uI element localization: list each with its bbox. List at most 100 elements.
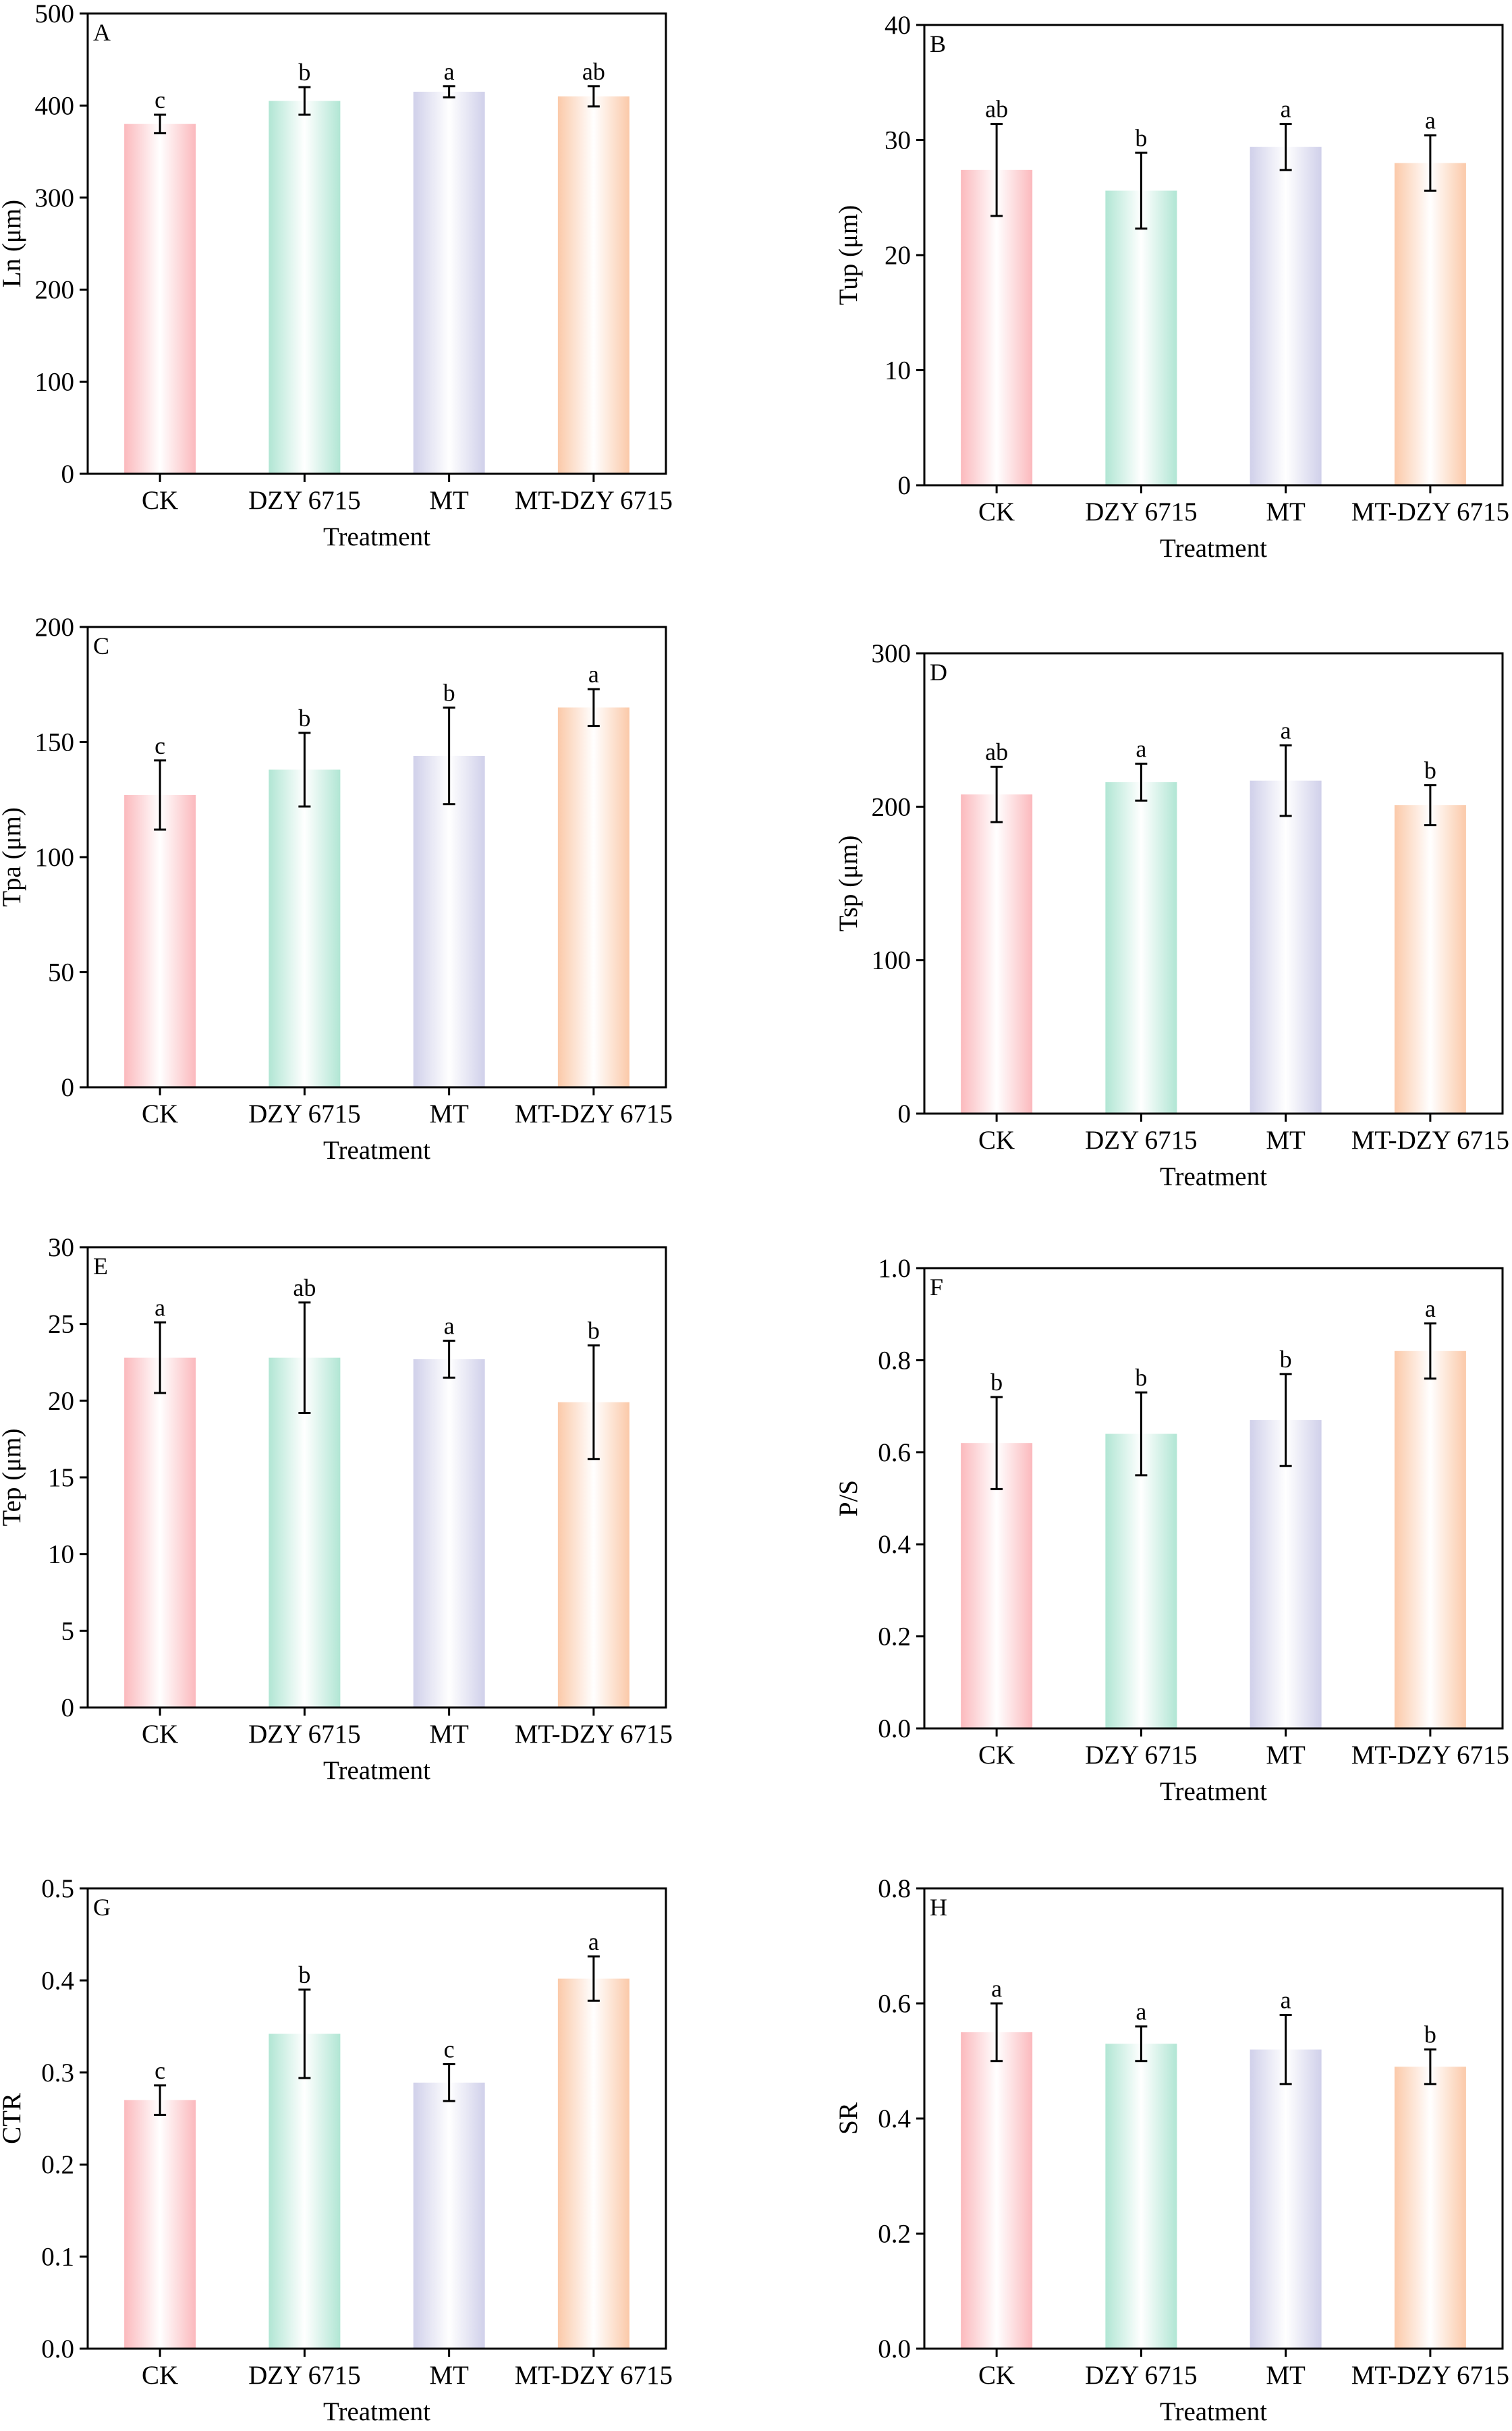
error-bar-e-ck <box>154 1321 167 1394</box>
x-tick-label-ck: CK <box>978 1126 1015 1155</box>
y-tick-label: 150 <box>35 728 75 757</box>
x-tick-label-ck: CK <box>142 1720 178 1749</box>
x-tick-label-ck: CK <box>142 486 178 515</box>
chart-panel-c: c b b a 0 50 100 150 200 CK DZY 6715 MT MT-DZY 6715 T… <box>0 613 673 1165</box>
error-bar-f-ck <box>990 1396 1003 1490</box>
y-axis-title-h: SR <box>834 2102 863 2135</box>
error-bar-h-mt <box>1279 2014 1292 2085</box>
x-tick-label-mt: MT <box>1266 497 1306 526</box>
x-tick-label-dzy-6715: DZY 6715 <box>1085 1126 1197 1155</box>
error-bar-f-mt <box>1279 1373 1292 1467</box>
sig-letter-e-ck: a <box>155 1294 165 1321</box>
error-bar-a-mt <box>443 85 455 99</box>
y-tick-label: 300 <box>35 184 75 213</box>
x-axis-title-f: Treatment <box>1160 1777 1267 1806</box>
panel-letter-g: G <box>93 1894 111 1921</box>
sig-letter-e-mt: a <box>444 1313 455 1340</box>
sig-letter-g-mt-dzy-6715: a <box>588 1928 599 1955</box>
error-bar-g-dzy-6715 <box>298 1988 311 2079</box>
bar-g-mt-dzy-6715 <box>557 1978 629 2349</box>
bar-f-dzy-6715 <box>1105 1433 1177 1728</box>
panel-letter-e: E <box>93 1253 108 1280</box>
error-bar-b-ck <box>990 123 1003 217</box>
error-bar-c-mt <box>443 706 455 806</box>
bar-h-dzy-6715 <box>1105 2044 1177 2349</box>
y-tick-label: 10 <box>885 356 911 385</box>
x-tick-label-ck: CK <box>142 2361 178 2390</box>
sig-letter-e-mt-dzy-6715: b <box>588 1317 600 1344</box>
error-bar-h-ck <box>990 2002 1003 2063</box>
y-tick-label: 200 <box>35 613 75 642</box>
bar-e-mt <box>413 1359 485 1708</box>
error-bar-c-mt-dzy-6715 <box>587 688 600 728</box>
chart-panel-b: ab b a a 0 10 20 30 40 CK DZY 6715 MT MT-DZY 6715 Tre… <box>834 11 1509 563</box>
sig-letter-d-mt-dzy-6715: b <box>1424 757 1436 784</box>
bar-f-mt-dzy-6715 <box>1394 1350 1466 1728</box>
x-tick-label-mt-dzy-6715: MT-DZY 6715 <box>515 1720 673 1749</box>
sig-letter-b-mt-dzy-6715: a <box>1425 107 1436 134</box>
sig-letter-g-mt: c <box>444 2036 455 2063</box>
sig-letter-e-dzy-6715: ab <box>293 1274 316 1301</box>
chart-panel-f: b b b a 0.0 0.2 0.4 0.6 0.8 1.0 CK DZY 6715 MT MT-DZY… <box>834 1254 1509 1806</box>
bar-h-mt <box>1250 2049 1322 2349</box>
bar-f-mt <box>1250 1420 1322 1728</box>
y-tick-label: 200 <box>35 275 75 304</box>
x-tick-label-mt: MT <box>1266 1126 1306 1155</box>
x-tick-label-mt: MT <box>1266 2361 1306 2390</box>
x-tick-label-dzy-6715: DZY 6715 <box>1085 1741 1197 1770</box>
x-tick-label-ck: CK <box>142 1099 178 1128</box>
sig-letter-c-mt-dzy-6715: a <box>588 661 599 688</box>
plot-frame-g <box>86 1887 667 2350</box>
y-tick-label: 0 <box>898 471 912 500</box>
panel-letter-b: B <box>930 30 946 57</box>
panel-letter-c: C <box>93 632 109 659</box>
x-tick-label-dzy-6715: DZY 6715 <box>248 1720 360 1749</box>
y-tick-label: 0.2 <box>878 1622 911 1651</box>
x-tick-label-dzy-6715: DZY 6715 <box>1085 497 1197 526</box>
x-tick-label-mt-dzy-6715: MT-DZY 6715 <box>1351 497 1509 526</box>
y-tick-label: 0 <box>61 460 75 489</box>
sig-letter-g-dzy-6715: b <box>298 1961 310 1988</box>
bar-c-dzy-6715 <box>269 769 341 1087</box>
y-tick-label: 100 <box>35 368 75 397</box>
sig-letter-c-mt: b <box>443 679 455 706</box>
sig-letter-b-dzy-6715: b <box>1135 124 1147 151</box>
x-tick-label-ck: CK <box>978 2361 1015 2390</box>
x-tick-label-mt: MT <box>429 1720 469 1749</box>
bar-e-ck <box>124 1357 196 1708</box>
sig-letter-f-mt-dzy-6715: a <box>1425 1295 1436 1322</box>
bar-d-mt-dzy-6715 <box>1394 805 1466 1114</box>
panel-letter-h: H <box>930 1894 947 1921</box>
x-tick-label-mt-dzy-6715: MT-DZY 6715 <box>1351 2361 1509 2390</box>
y-tick-label: 0.6 <box>878 1990 911 2019</box>
bar-d-ck <box>961 794 1033 1114</box>
plot-frame-f <box>923 1267 1504 1730</box>
bar-h-ck <box>961 2032 1033 2349</box>
error-bar-e-mt <box>443 1340 455 1379</box>
error-bar-e-dzy-6715 <box>298 1301 311 1415</box>
error-bar-b-mt <box>1279 123 1292 171</box>
y-tick-label: 0 <box>898 1099 912 1128</box>
error-bar-a-mt-dzy-6715 <box>587 85 600 108</box>
x-axis-title-d: Treatment <box>1160 1162 1267 1191</box>
y-tick-label: 15 <box>48 1463 74 1492</box>
y-tick-label: 1.0 <box>878 1254 911 1283</box>
bar-a-ck <box>124 124 196 474</box>
y-tick-label: 20 <box>885 241 911 270</box>
sig-letter-g-ck: c <box>155 2057 165 2084</box>
sig-letter-f-dzy-6715: b <box>1135 1364 1147 1391</box>
sig-letter-c-ck: c <box>155 732 165 759</box>
y-tick-label: 0.4 <box>878 2104 911 2133</box>
y-tick-label: 500 <box>35 0 75 28</box>
y-tick-label: 5 <box>61 1616 75 1645</box>
y-axis-title-a: Ln (μm) <box>0 200 26 288</box>
x-axis-title-b: Treatment <box>1160 534 1267 563</box>
bar-g-ck <box>124 2100 196 2349</box>
bar-f-ck <box>961 1443 1033 1728</box>
bar-b-mt-dzy-6715 <box>1394 163 1466 485</box>
panel-letter-a: A <box>93 19 111 46</box>
plot-frame-d <box>923 652 1504 1115</box>
y-tick-label: 20 <box>48 1386 74 1415</box>
